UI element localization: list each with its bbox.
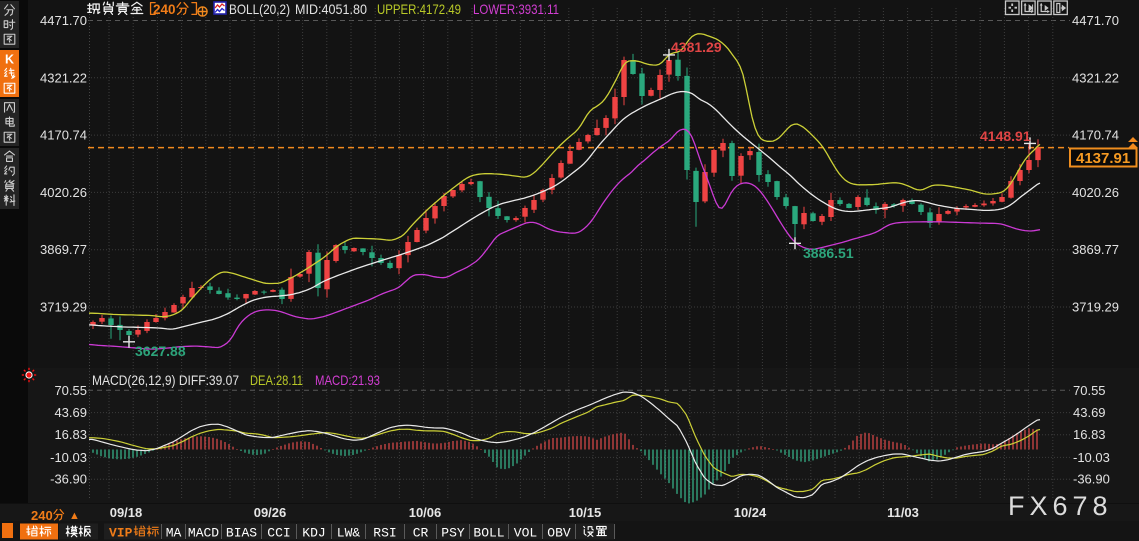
- svg-text:16.83: 16.83: [1073, 427, 1106, 442]
- svg-text:3869.77: 3869.77: [40, 242, 87, 257]
- svg-text:43.69: 43.69: [54, 405, 87, 420]
- svg-text:VIP: VIP: [109, 526, 133, 541]
- svg-text:UPPER:4172.49: UPPER:4172.49: [377, 1, 461, 17]
- svg-text:MACD:21.93: MACD:21.93: [315, 372, 380, 388]
- svg-text:240: 240: [153, 2, 176, 17]
- svg-text:09/18: 09/18: [110, 505, 143, 520]
- svg-text:4321.22: 4321.22: [40, 70, 87, 85]
- svg-text:4148.91: 4148.91: [980, 128, 1031, 144]
- svg-text:MA: MA: [166, 526, 182, 541]
- svg-text:4381.29: 4381.29: [671, 39, 722, 55]
- svg-text:PSY: PSY: [441, 526, 465, 541]
- svg-text:-10.03: -10.03: [1073, 450, 1110, 465]
- svg-text:240: 240: [31, 508, 53, 523]
- svg-text:4020.26: 4020.26: [1072, 185, 1119, 200]
- svg-text:MID:4051.80: MID:4051.80: [295, 1, 367, 17]
- svg-text:BOLL(20,2): BOLL(20,2): [229, 1, 290, 17]
- svg-text:K: K: [5, 53, 14, 67]
- svg-text:VOL: VOL: [514, 526, 537, 541]
- svg-text:16.83: 16.83: [54, 427, 87, 442]
- svg-text:4170.74: 4170.74: [40, 128, 87, 143]
- svg-text:3886.51: 3886.51: [803, 245, 854, 261]
- svg-text:CCI: CCI: [267, 526, 290, 541]
- svg-text:10/15: 10/15: [569, 505, 602, 520]
- svg-text:4170.74: 4170.74: [1072, 128, 1119, 143]
- svg-text:3719.29: 3719.29: [1072, 300, 1119, 315]
- svg-text:CR: CR: [413, 526, 429, 541]
- svg-text:-36.90: -36.90: [1073, 472, 1110, 487]
- svg-text:DEA:28.11: DEA:28.11: [250, 372, 303, 388]
- svg-text:3719.29: 3719.29: [40, 300, 87, 315]
- svg-text:BIAS: BIAS: [226, 526, 257, 541]
- svg-text:OBV: OBV: [547, 526, 571, 541]
- svg-text:BOLL: BOLL: [473, 526, 504, 541]
- svg-text:-36.90: -36.90: [50, 472, 87, 487]
- svg-text:09/26: 09/26: [254, 505, 287, 520]
- svg-text:4471.70: 4471.70: [1072, 13, 1119, 28]
- svg-text:70.55: 70.55: [54, 383, 87, 398]
- svg-text:10/24: 10/24: [734, 505, 767, 520]
- svg-text:70.55: 70.55: [1073, 383, 1106, 398]
- svg-text:▲: ▲: [69, 510, 80, 522]
- svg-text:-10.03: -10.03: [50, 450, 87, 465]
- svg-text:3869.77: 3869.77: [1072, 242, 1119, 257]
- svg-text:4137.91: 4137.91: [1076, 150, 1130, 167]
- svg-text:11/03: 11/03: [887, 505, 919, 520]
- svg-text:RSI: RSI: [373, 526, 396, 541]
- svg-text:10/06: 10/06: [409, 505, 442, 520]
- svg-text:3627.88: 3627.88: [135, 343, 186, 359]
- svg-text:LOWER:3931.11: LOWER:3931.11: [473, 1, 559, 17]
- svg-text:FX678: FX678: [1008, 491, 1113, 521]
- svg-text:MACD(26,12,9) DIFF:39.07: MACD(26,12,9) DIFF:39.07: [92, 372, 239, 388]
- svg-text:43.69: 43.69: [1073, 405, 1106, 420]
- svg-text:LW&: LW&: [337, 526, 361, 541]
- svg-text:4020.26: 4020.26: [40, 185, 87, 200]
- svg-text:4321.22: 4321.22: [1072, 70, 1119, 85]
- svg-text:KDJ: KDJ: [302, 526, 325, 541]
- svg-text:4471.70: 4471.70: [40, 13, 87, 28]
- svg-text:MACD: MACD: [188, 526, 219, 541]
